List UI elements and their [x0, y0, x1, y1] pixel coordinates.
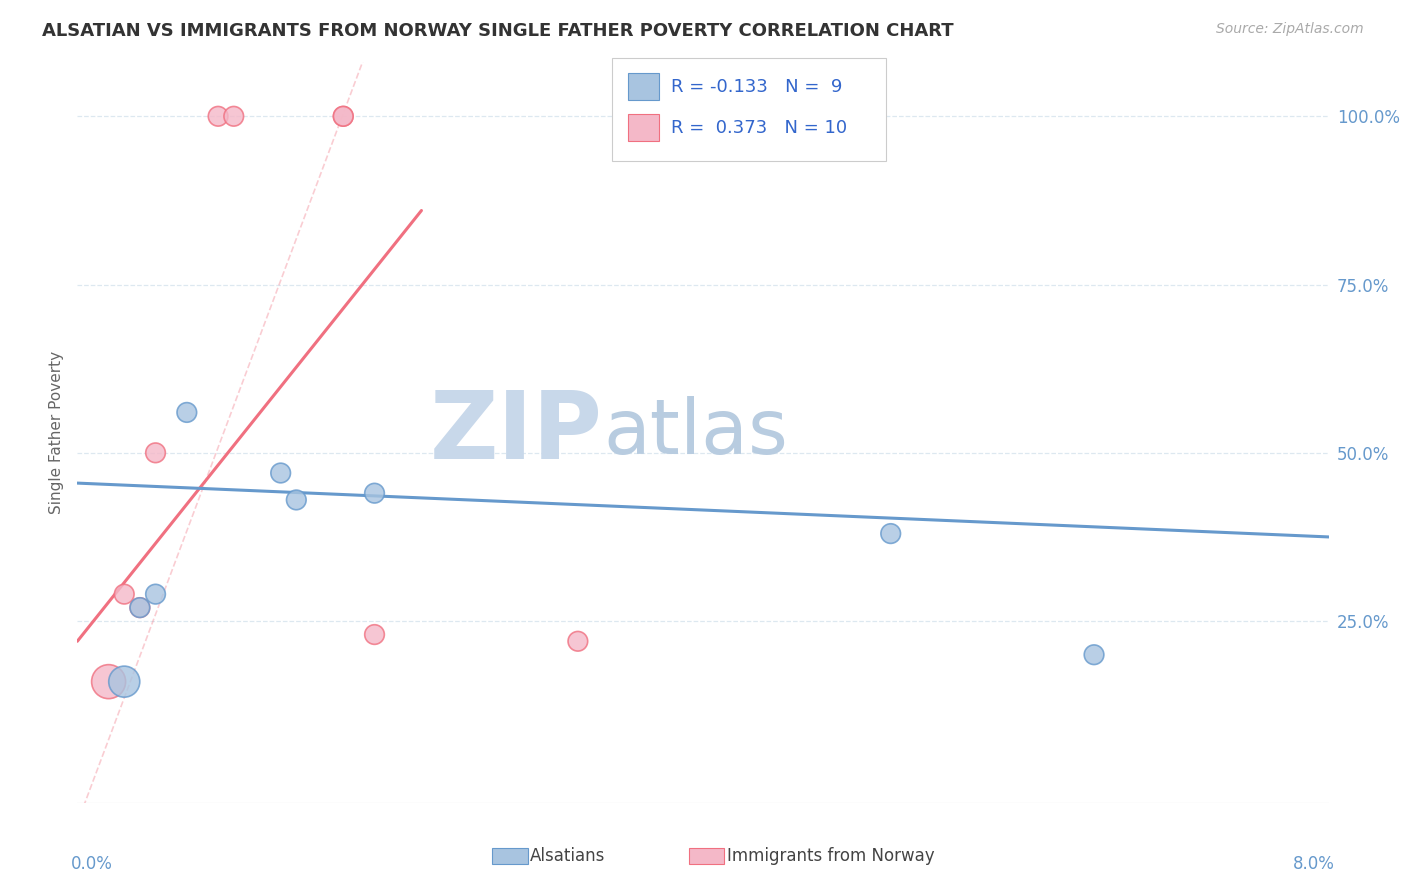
Text: Alsatians: Alsatians — [530, 847, 606, 865]
Point — [145, 446, 167, 460]
Point — [129, 600, 152, 615]
Text: Immigrants from Norway: Immigrants from Norway — [727, 847, 935, 865]
Point — [129, 600, 152, 615]
Point — [270, 466, 292, 480]
Text: ALSATIAN VS IMMIGRANTS FROM NORWAY SINGLE FATHER POVERTY CORRELATION CHART: ALSATIAN VS IMMIGRANTS FROM NORWAY SINGL… — [42, 22, 953, 40]
Point — [145, 587, 167, 601]
Y-axis label: Single Father Poverty: Single Father Poverty — [49, 351, 65, 514]
Point — [285, 492, 308, 507]
Text: atlas: atlas — [603, 396, 787, 469]
Point — [332, 109, 354, 123]
Point — [112, 587, 135, 601]
Point — [176, 405, 198, 419]
Point — [222, 109, 245, 123]
Text: 0.0%: 0.0% — [72, 855, 112, 872]
Text: 8.0%: 8.0% — [1294, 855, 1334, 872]
Point — [207, 109, 229, 123]
Text: ZIP: ZIP — [430, 386, 603, 479]
Point — [332, 109, 354, 123]
Text: R = -0.133   N =  9: R = -0.133 N = 9 — [671, 78, 842, 95]
Point — [363, 486, 385, 500]
Text: R =  0.373   N = 10: R = 0.373 N = 10 — [671, 119, 846, 136]
Point — [1083, 648, 1105, 662]
Point — [363, 627, 385, 641]
Point — [97, 674, 120, 689]
Point — [567, 634, 589, 648]
Point — [112, 674, 135, 689]
Point — [880, 526, 903, 541]
Text: Source: ZipAtlas.com: Source: ZipAtlas.com — [1216, 22, 1364, 37]
